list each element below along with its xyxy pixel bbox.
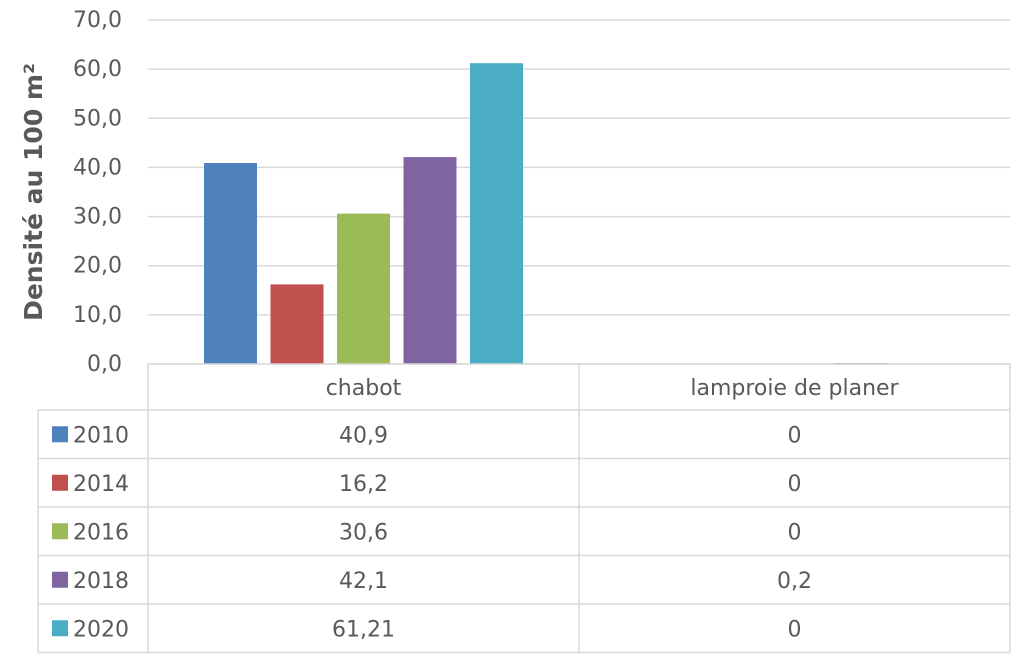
bar-2014-chabot [270,284,324,364]
legend-label: 2014 [73,472,129,497]
y-axis-title: Densité au 100 m² [19,63,48,321]
y-tick-label: 30,0 [73,205,122,230]
category-label: chabot [326,376,402,401]
data-table: chabot lamproie de planer 2010 40,9 0 2014 16,… [37,363,1011,654]
bars [204,63,888,365]
legend-key-2016 [52,523,68,540]
legend-key-2010 [52,426,68,443]
category-label: lamproie de planer [690,376,899,401]
y-tick-label: 60,0 [73,57,122,82]
data-label: 0 [788,423,802,448]
bar-2018-chabot [403,157,457,364]
legend-label: 2018 [73,569,129,594]
legend-label: 2016 [73,520,129,545]
y-tick-label: 70,0 [73,8,122,33]
y-tick-label: 0,0 [87,352,122,377]
data-label: 16,2 [339,472,388,497]
data-label: 30,6 [339,520,388,545]
y-tick-label: 50,0 [73,106,122,131]
legend-key-2014 [52,474,68,491]
y-axis-ticks: 0,0 10,0 20,0 30,0 40,0 50,0 60,0 70,0 [73,8,122,377]
legend-key-2018 [52,571,68,588]
bar-2016-chabot [337,213,390,364]
data-label: 42,1 [339,569,388,594]
y-tick-label: 10,0 [73,303,122,328]
y-tick-label: 40,0 [73,155,122,180]
data-label: 61,21 [332,617,395,642]
data-label: 40,9 [339,423,388,448]
legend-label: 2010 [73,423,129,448]
data-label: 0 [788,520,802,545]
bar-2010-chabot [204,163,257,364]
data-label: 0 [788,617,802,642]
legend-key-2020 [52,620,68,637]
bar-2020-chabot [470,63,523,365]
data-label: 0 [788,472,802,497]
y-tick-label: 20,0 [73,254,122,279]
data-label: 0,2 [777,569,812,594]
legend-label: 2020 [73,617,129,642]
